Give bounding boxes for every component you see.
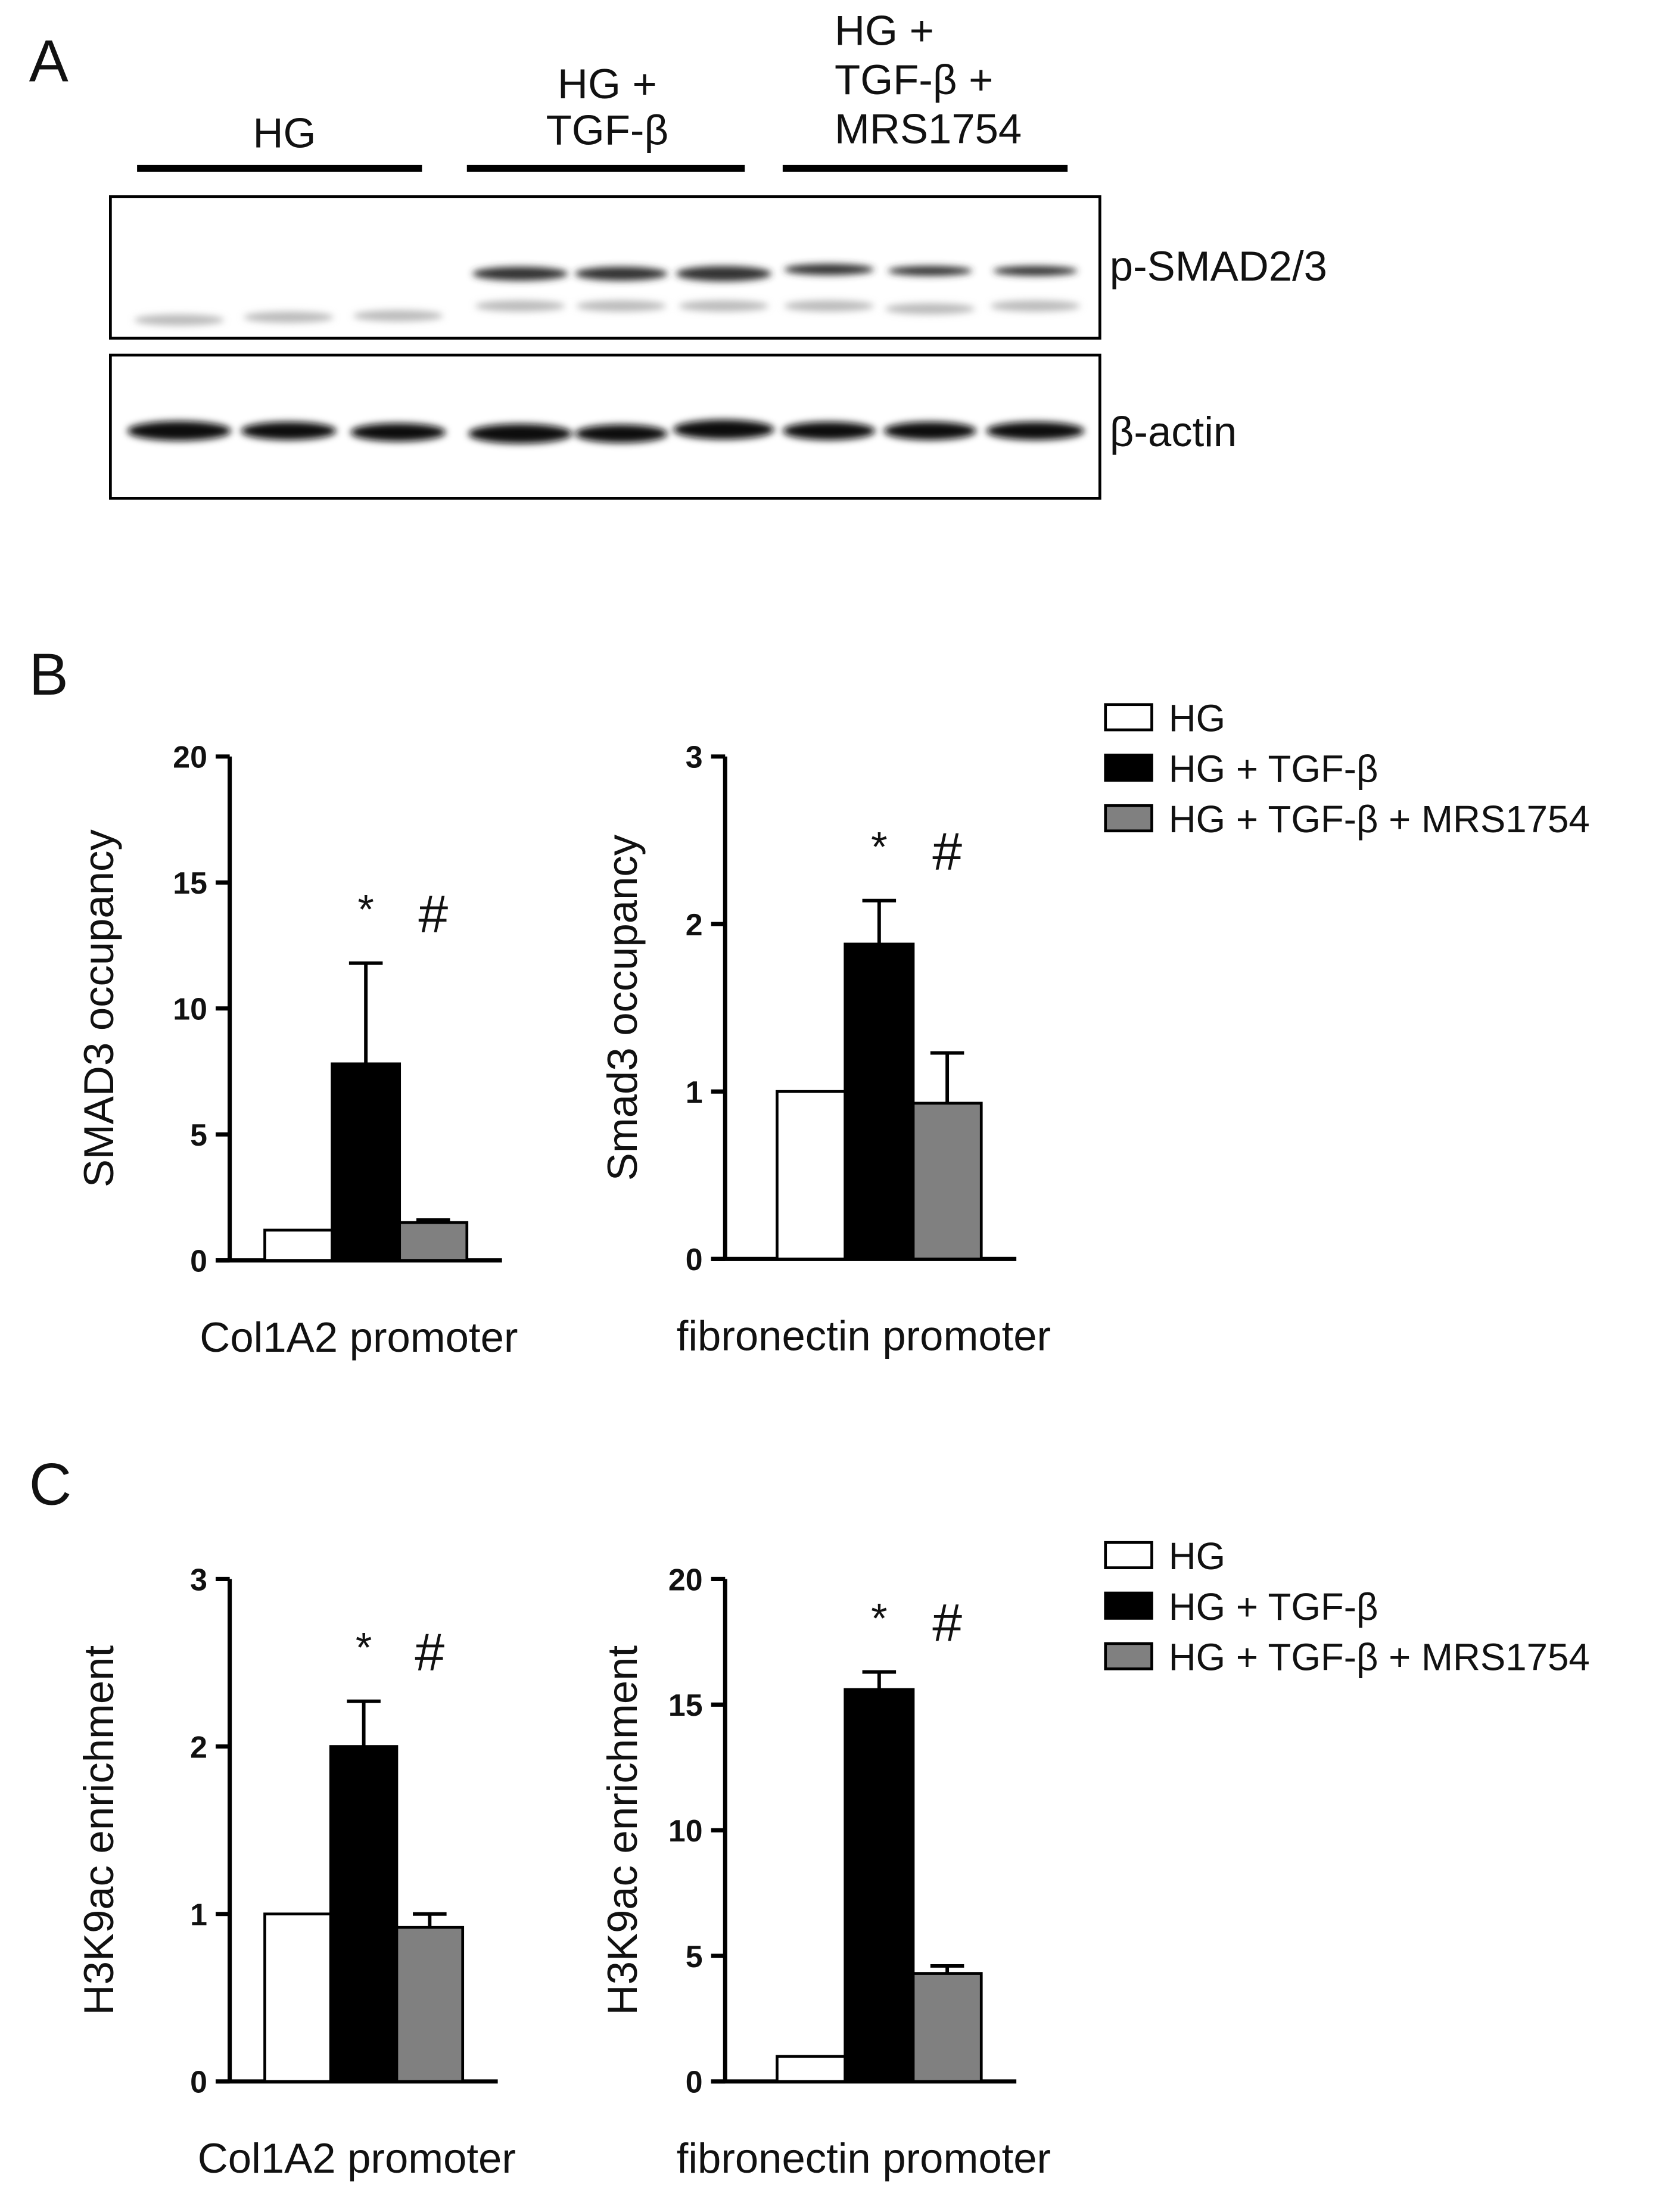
blot: HG HG + TGF-β HG + TGF-β + MRS1754 p-SMA… — [109, 7, 1327, 500]
bar — [331, 1062, 402, 1262]
legend-label: HG + TGF-β + MRS1754 — [1169, 1637, 1590, 1679]
legend-swatch — [1104, 1591, 1153, 1620]
y-tick-label: 10 — [668, 1813, 703, 1848]
legend-swatch — [1104, 1642, 1153, 1670]
y-tick-label: 0 — [190, 2065, 207, 2099]
bar — [395, 1925, 465, 2083]
y-tick-label: 0 — [190, 1244, 207, 1278]
y-axis-label: SMAD3 occupancy — [75, 829, 122, 1188]
y-tick-label: 3 — [686, 740, 703, 774]
legend-swatch — [1104, 804, 1153, 833]
bar — [844, 942, 915, 1261]
annotation: * — [871, 823, 888, 870]
annotation: # — [418, 884, 448, 944]
legend-swatch — [1104, 1541, 1153, 1569]
bar — [263, 1228, 334, 1262]
annotation: # — [415, 1622, 444, 1682]
band-label: p-SMAD2/3 — [1110, 242, 1327, 290]
legend-label: HG — [1169, 1535, 1225, 1578]
y-tick-label: 20 — [173, 740, 207, 774]
y-tick-label: 1 — [190, 1897, 207, 1932]
annotation: * — [357, 886, 374, 933]
y-tick-label: 1 — [686, 1075, 703, 1109]
band-label: β-actin — [1110, 408, 1237, 455]
legend-label: HG + TGF-β + MRS1754 — [1169, 798, 1590, 841]
bar — [844, 1688, 915, 2083]
y-tick-label: 0 — [686, 1242, 703, 1277]
group-label: HG + — [835, 7, 934, 54]
bar — [263, 1912, 332, 2083]
annotation: * — [871, 1595, 888, 1642]
y-tick-label: 2 — [686, 907, 703, 942]
bar — [911, 1102, 983, 1261]
y-tick-label: 20 — [668, 1562, 703, 1597]
y-tick-label: 2 — [190, 1729, 207, 1764]
legend-label: HG + TGF-β — [1169, 1586, 1378, 1628]
y-axis-label: H3K9ac enrichment — [599, 1645, 646, 2015]
group-label: HG + — [558, 60, 657, 107]
bar — [776, 2055, 847, 2083]
y-tick-label: 15 — [173, 866, 207, 900]
panel-label: A — [29, 28, 69, 94]
legend-swatch — [1104, 754, 1153, 782]
annotation: * — [356, 1624, 372, 1671]
y-tick-label: 3 — [190, 1562, 207, 1597]
panel-label: B — [29, 641, 69, 707]
y-tick-label: 0 — [686, 2065, 703, 2099]
bar — [776, 1090, 847, 1261]
bar — [911, 1972, 983, 2083]
annotation: # — [932, 822, 962, 881]
bands — [127, 263, 1085, 444]
y-axis-label: H3K9ac enrichment — [75, 1645, 122, 2015]
x-axis-label: Col1A2 promoter — [200, 1314, 518, 1361]
group-label: TGF-β — [546, 107, 668, 154]
panel-label: C — [29, 1451, 71, 1517]
legend-label: HG — [1169, 697, 1225, 739]
annotation: # — [932, 1593, 962, 1653]
group-label: MRS1754 — [835, 105, 1022, 152]
x-axis-label: fibronectin promoter — [677, 1312, 1051, 1359]
bar — [329, 1745, 399, 2083]
x-axis-label: fibronectin promoter — [677, 2135, 1051, 2182]
y-tick-label: 5 — [686, 1939, 703, 1974]
legend-label: HG + TGF-β — [1169, 748, 1378, 790]
y-axis-label: Smad3 occupancy — [599, 834, 646, 1181]
group-label: TGF-β + — [835, 56, 993, 103]
y-tick-label: 5 — [190, 1118, 207, 1152]
y-tick-label: 15 — [668, 1688, 703, 1722]
x-axis-label: Col1A2 promoter — [198, 2135, 516, 2182]
legend-swatch — [1104, 703, 1153, 732]
group-label: HG — [253, 109, 316, 156]
y-tick-label: 10 — [173, 992, 207, 1026]
bar — [398, 1221, 469, 1262]
